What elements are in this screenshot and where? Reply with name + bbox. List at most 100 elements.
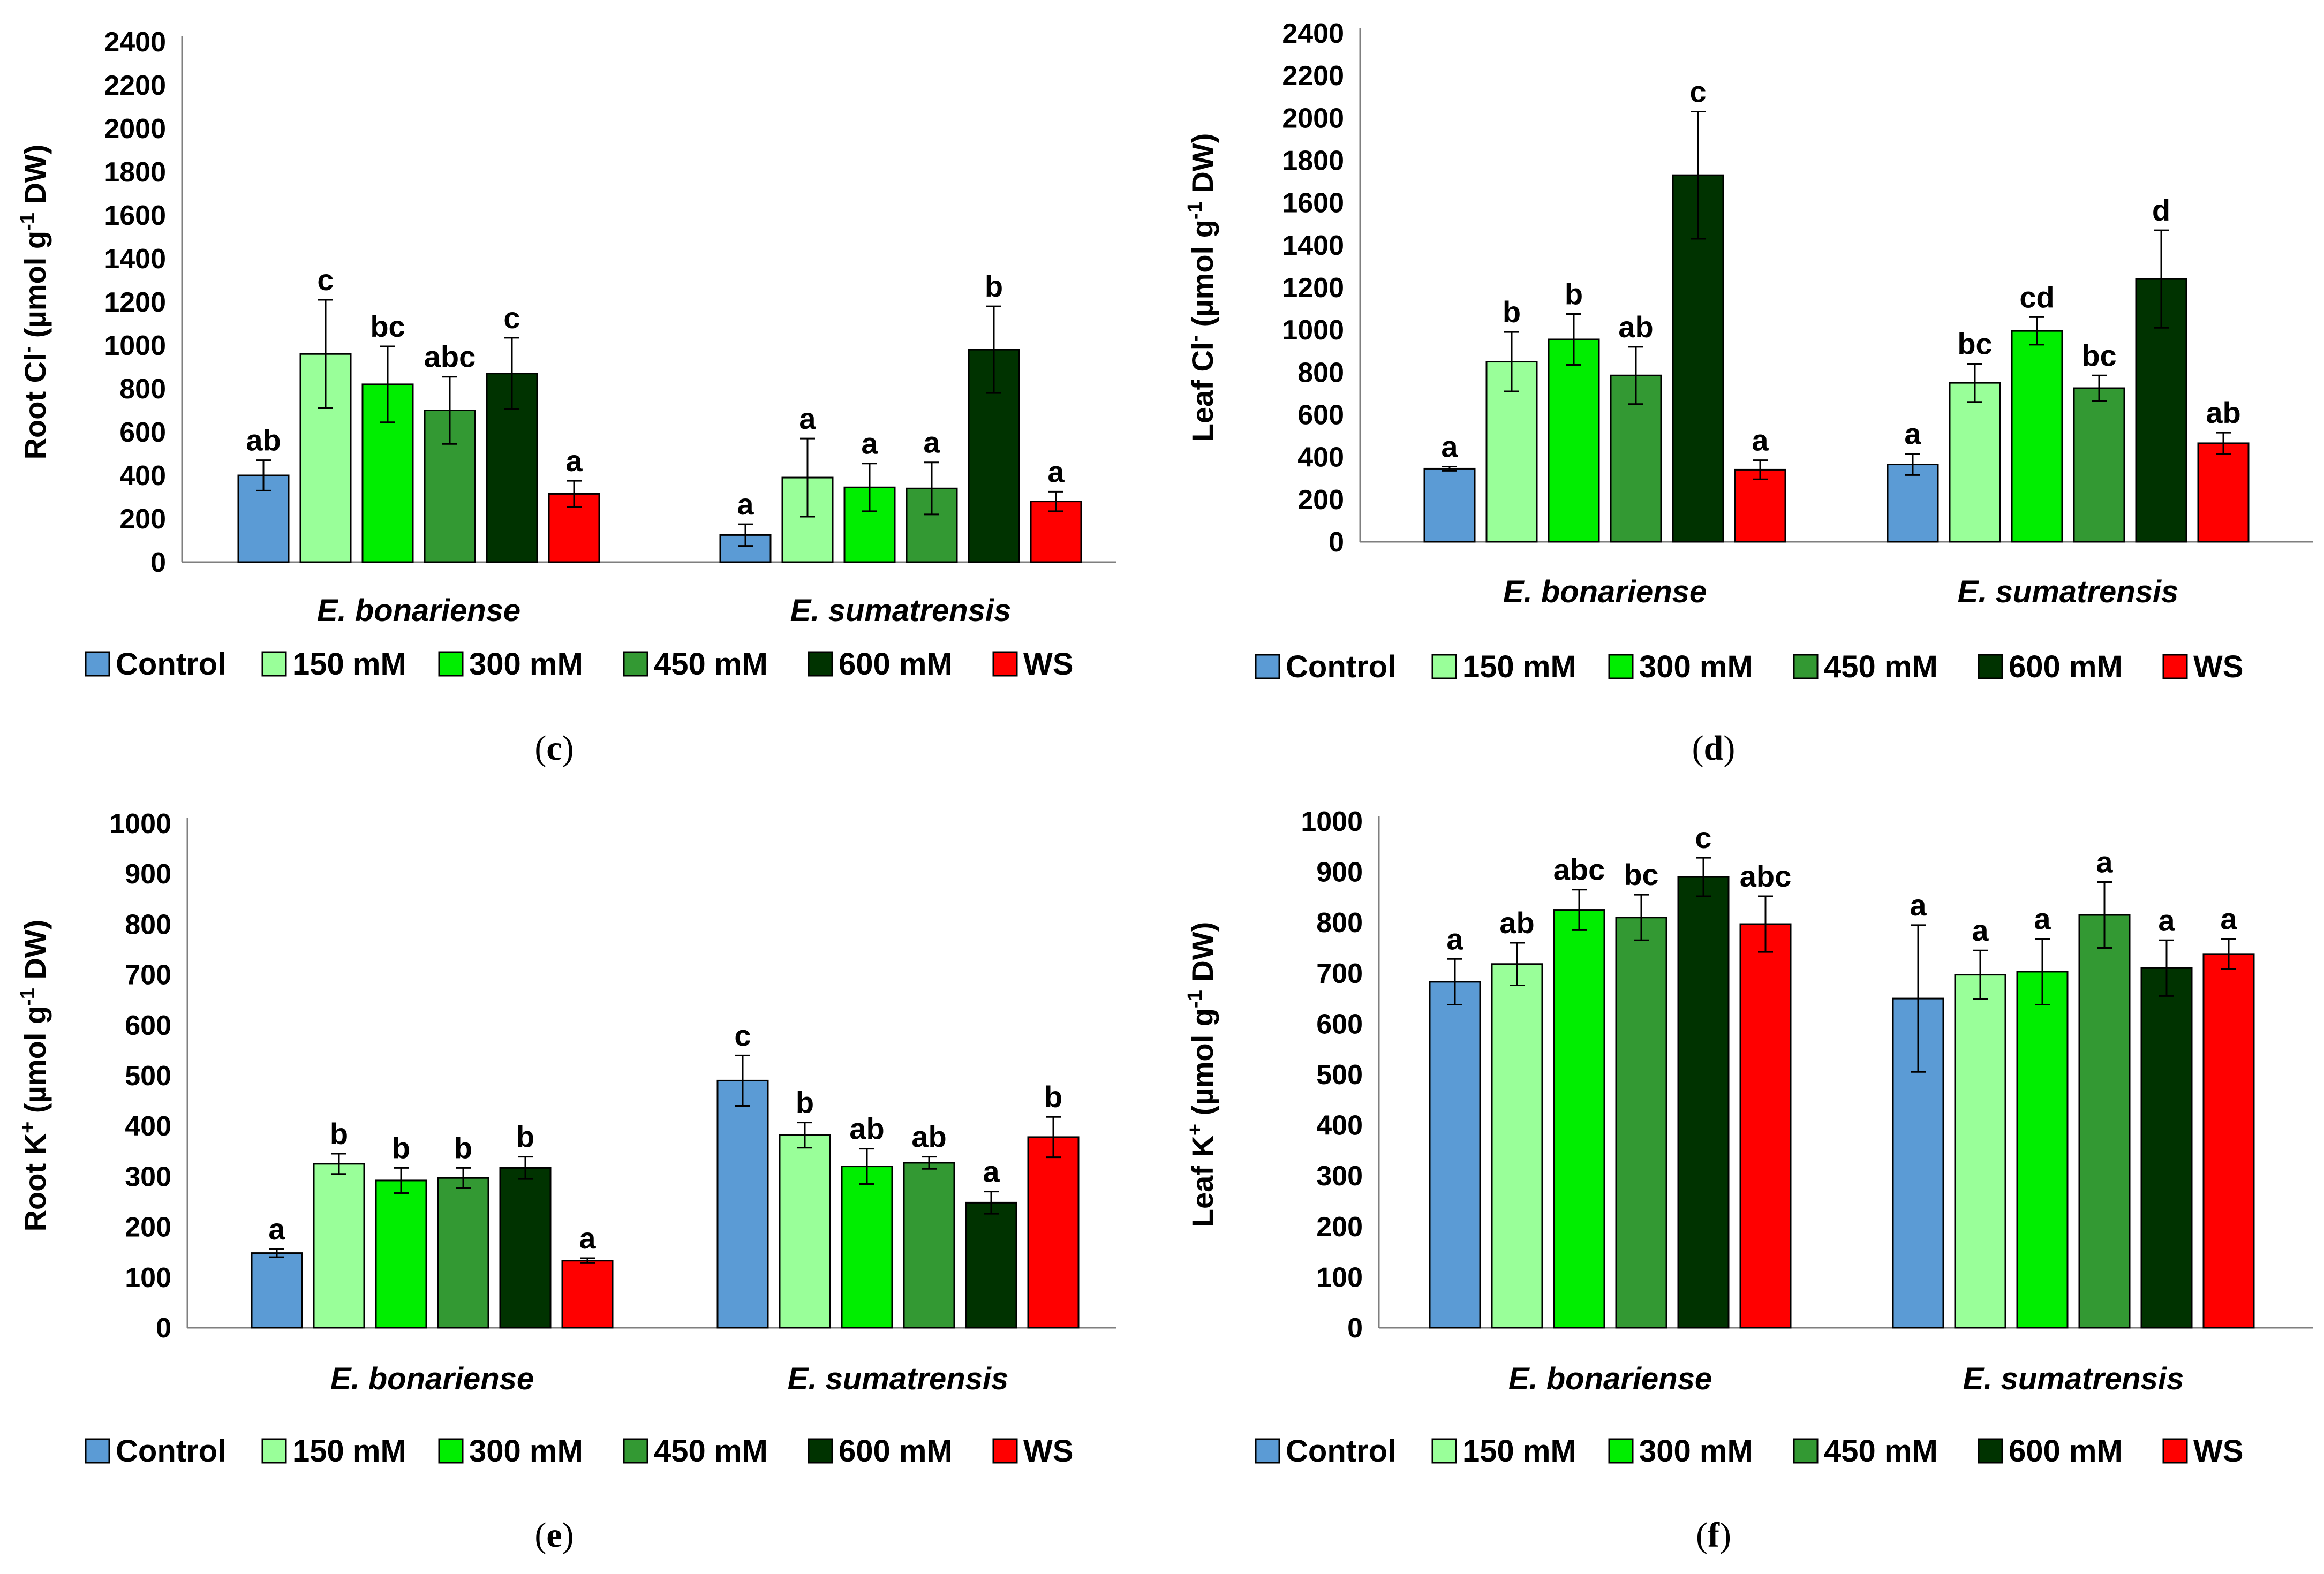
significance-label: ab <box>2206 396 2240 429</box>
significance-label: a <box>861 427 878 460</box>
y-tick-label: 900 <box>125 859 171 890</box>
y-tick-label: 2400 <box>1282 18 1344 49</box>
significance-label: a <box>1446 922 1463 956</box>
legend-swatch <box>623 1438 648 1464</box>
significance-label: cd <box>2019 280 2054 314</box>
significance-label: b <box>1503 295 1521 329</box>
significance-label: bc <box>370 309 405 343</box>
legend-label: WS <box>1023 1434 1073 1469</box>
y-tick-label: 700 <box>125 960 171 991</box>
significance-label: b <box>330 1117 348 1151</box>
y-tick-label: 600 <box>1297 400 1344 431</box>
significance-label: a <box>1441 429 1458 463</box>
significance-label: c <box>317 263 334 297</box>
category-label: E. bonariense <box>1508 1361 1712 1396</box>
legend-label: 600 mM <box>839 647 953 682</box>
y-tick-label: 200 <box>119 504 166 535</box>
significance-label: c <box>503 301 520 335</box>
y-tick-label: 2200 <box>104 70 166 101</box>
panel-label: (e) <box>534 1516 574 1555</box>
legend-label: 600 mM <box>2009 649 2123 684</box>
y-tick-label: 0 <box>150 547 166 578</box>
significance-label: a <box>737 487 754 521</box>
chart-panel-f: 0 100 200 300 400 500 600 700 800 900 1000 Leaf K+ … <box>1162 787 2324 1574</box>
legend-swatch <box>992 1438 1018 1464</box>
category-label: E. sumatrensis <box>788 1361 1009 1396</box>
significance-label: c <box>1689 74 1706 108</box>
legend-label: 450 mM <box>654 1434 768 1469</box>
significance-label: a <box>799 402 816 435</box>
bar <box>779 1134 831 1329</box>
legend-label: 450 mM <box>1824 649 1938 684</box>
significance-label: b <box>516 1120 534 1154</box>
legend-swatch <box>85 1438 110 1464</box>
significance-label: b <box>392 1131 410 1164</box>
legend-swatch <box>261 1438 287 1464</box>
significance-label: a <box>923 426 940 459</box>
bar <box>903 1162 955 1329</box>
y-tick-label: 1600 <box>1282 188 1344 219</box>
legend-swatch <box>1978 1438 2003 1464</box>
legend-label: 300 mM <box>1639 1434 1753 1469</box>
y-tick-label: 200 <box>1316 1212 1363 1243</box>
significance-label: a <box>2220 902 2237 935</box>
significance-label: ab <box>911 1120 946 1154</box>
legend-label: 600 mM <box>2009 1434 2123 1469</box>
y-tick-label: 1800 <box>104 157 166 188</box>
bar <box>251 1252 303 1329</box>
chart-svg: 0 100 200 300 400 500 600 700 800 900 1000 Root K+ … <box>17 808 1116 1469</box>
y-tick-label: 300 <box>1316 1161 1363 1192</box>
significance-label: ab <box>1618 310 1653 344</box>
legend-swatch <box>85 651 110 677</box>
legend-swatch <box>1608 1438 1634 1464</box>
bar <box>1954 974 2006 1329</box>
bar <box>2202 953 2255 1329</box>
y-tick-label: 1000 <box>1282 315 1344 346</box>
y-tick-label: 100 <box>125 1262 171 1293</box>
y-tick-label: 1600 <box>104 200 166 231</box>
significance-label: c <box>1695 821 1711 854</box>
category-label: E. sumatrensis <box>1963 1361 2184 1396</box>
y-tick-label: 1400 <box>1282 230 1344 261</box>
y-tick-label: 800 <box>1297 357 1344 388</box>
legend-label: Control <box>1286 1434 1396 1469</box>
legend-label: Control <box>116 1434 226 1469</box>
panel-label: (c) <box>534 729 574 768</box>
significance-label: ab <box>1499 906 1534 940</box>
chart-svg: 0 100 200 300 400 500 600 700 800 900 1000 Leaf K+ … <box>1184 806 2313 1469</box>
y-tick-label: 1000 <box>104 330 166 361</box>
legend-label: WS <box>1023 647 1073 682</box>
y-tick-label: 2000 <box>104 113 166 145</box>
significance-label: b <box>985 269 1003 303</box>
significance-label: a <box>983 1155 1000 1189</box>
y-tick-label: 400 <box>119 460 166 491</box>
y-tick-label: 1800 <box>1282 146 1344 177</box>
legend-swatch <box>438 1438 464 1464</box>
bar <box>299 353 352 563</box>
y-tick-label: 400 <box>1316 1110 1363 1141</box>
chart-svg: 0 200 400 600 800 1000 1200 1400 1600 1800 2000 220… <box>17 27 1116 682</box>
bar <box>1615 917 1667 1329</box>
y-tick-label: 2200 <box>1282 60 1344 92</box>
legend-swatch <box>261 651 287 677</box>
bar <box>2016 971 2069 1329</box>
significance-label: bc <box>2081 338 2116 372</box>
bar <box>2197 442 2250 543</box>
legend-swatch <box>1793 1438 1819 1464</box>
legend-swatch <box>1431 654 1457 679</box>
y-tick-label: 500 <box>125 1061 171 1092</box>
significance-label: a <box>1047 455 1065 488</box>
bar <box>313 1163 365 1329</box>
bar <box>1739 923 1792 1329</box>
y-tick-label: 0 <box>1347 1313 1363 1344</box>
y-tick-label: 600 <box>119 417 166 448</box>
significance-label: b <box>1565 277 1583 311</box>
significance-label: a <box>1904 417 1921 451</box>
legend-swatch <box>2162 1438 2188 1464</box>
y-tick-label: 800 <box>125 909 171 940</box>
bar <box>1734 468 1786 543</box>
significance-label: abc <box>424 340 476 374</box>
y-axis-label: Root Cl- (µmol g-1 DW) <box>17 145 52 460</box>
y-tick-label: 200 <box>1297 485 1344 516</box>
y-axis-label: Leaf K+ (µmol g-1 DW) <box>1184 922 1219 1227</box>
